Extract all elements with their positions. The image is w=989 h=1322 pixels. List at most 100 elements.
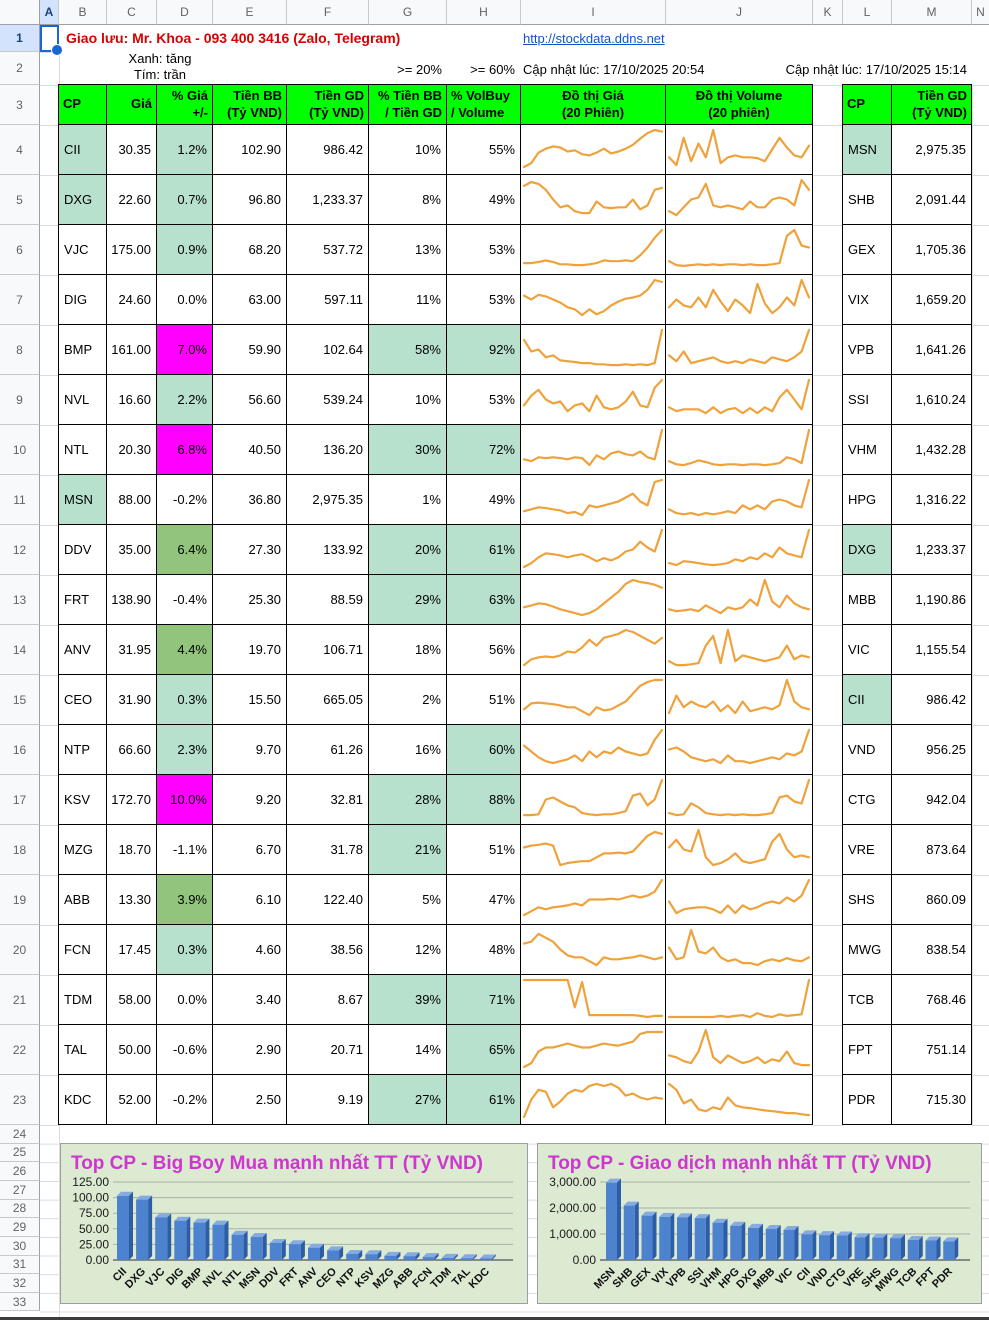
- column-header-K[interactable]: K: [813, 0, 843, 25]
- row-header-18[interactable]: 18: [0, 825, 40, 875]
- stock-table-header-5[interactable]: % Tiền BB / Tiền GD: [369, 85, 447, 125]
- cell-right-gd-TCB[interactable]: 768.46: [892, 975, 972, 1025]
- cell-tiengd-ANV[interactable]: 106.71: [287, 625, 369, 675]
- cell-pct-FCN[interactable]: 0.3%: [157, 925, 213, 975]
- cell-spark-price-CII[interactable]: [521, 125, 666, 175]
- row-header-9[interactable]: 9: [0, 375, 40, 425]
- row-header-16[interactable]: 16: [0, 725, 40, 775]
- stock-table-header-4[interactable]: Tiền GD (Tỷ VND): [287, 85, 369, 125]
- row-header-33[interactable]: 33: [0, 1292, 40, 1312]
- cell-tiengd-BMP[interactable]: 102.64: [287, 325, 369, 375]
- cell-pct-NVL[interactable]: 2.2%: [157, 375, 213, 425]
- cell-right-cp-FPT[interactable]: FPT: [843, 1025, 892, 1075]
- row-header-17[interactable]: 17: [0, 775, 40, 825]
- cell-pctbb-NTL[interactable]: 30%: [369, 425, 447, 475]
- cell-pctvol-DXG[interactable]: 49%: [447, 175, 521, 225]
- cell-tiengd-CII[interactable]: 986.42: [287, 125, 369, 175]
- cell-gia-CII[interactable]: 30.35: [107, 125, 157, 175]
- cell-tiengd-FRT[interactable]: 88.59: [287, 575, 369, 625]
- row-header-7[interactable]: 7: [0, 275, 40, 325]
- cell-cp-FCN[interactable]: FCN: [59, 925, 107, 975]
- row-header-6[interactable]: 6: [0, 225, 40, 275]
- cell-pctbb-TDM[interactable]: 39%: [369, 975, 447, 1025]
- cell-pctvol-DDV[interactable]: 61%: [447, 525, 521, 575]
- cell-spark-vol-KSV[interactable]: [666, 775, 813, 825]
- cell-spark-vol-DDV[interactable]: [666, 525, 813, 575]
- cell-right-cp-GEX[interactable]: GEX: [843, 225, 892, 275]
- cell-pctbb-ABB[interactable]: 5%: [369, 875, 447, 925]
- cell-right-cp-HPG[interactable]: HPG: [843, 475, 892, 525]
- cell-pctbb-NTP[interactable]: 16%: [369, 725, 447, 775]
- cell-gia-ABB[interactable]: 13.30: [107, 875, 157, 925]
- cell-spark-price-NVL[interactable]: [521, 375, 666, 425]
- cell-right-cp-MBB[interactable]: MBB: [843, 575, 892, 625]
- row-header-32[interactable]: 32: [0, 1274, 40, 1293]
- row-header-3[interactable]: 3: [0, 85, 40, 125]
- cell-pct-CII[interactable]: 1.2%: [157, 125, 213, 175]
- row-header-31[interactable]: 31: [0, 1255, 40, 1275]
- cell-right-cp-PDR[interactable]: PDR: [843, 1075, 892, 1125]
- cell-pctvol-ANV[interactable]: 56%: [447, 625, 521, 675]
- cell-cp-VJC[interactable]: VJC: [59, 225, 107, 275]
- cell-right-cp-DXG[interactable]: DXG: [843, 525, 892, 575]
- cell-gia-BMP[interactable]: 161.00: [107, 325, 157, 375]
- row-header-19[interactable]: 19: [0, 875, 40, 925]
- cell-spark-vol-CEO[interactable]: [666, 675, 813, 725]
- cell-spark-price-TAL[interactable]: [521, 1025, 666, 1075]
- cell-pctbb-TAL[interactable]: 14%: [369, 1025, 447, 1075]
- cell-tiengd-TAL[interactable]: 20.71: [287, 1025, 369, 1075]
- cell-spark-price-VJC[interactable]: [521, 225, 666, 275]
- column-header-I[interactable]: I: [521, 0, 666, 25]
- cell-right-cp-VHM[interactable]: VHM: [843, 425, 892, 475]
- row-header-25[interactable]: 25: [0, 1143, 40, 1163]
- cell-spark-vol-CII[interactable]: [666, 125, 813, 175]
- cell-pctbb-KSV[interactable]: 28%: [369, 775, 447, 825]
- cell-tiengd-TDM[interactable]: 8.67: [287, 975, 369, 1025]
- cell-pctbb-NVL[interactable]: 10%: [369, 375, 447, 425]
- cell-right-cp-SSI[interactable]: SSI: [843, 375, 892, 425]
- cell-gia-DDV[interactable]: 35.00: [107, 525, 157, 575]
- cell-right-gd-DXG[interactable]: 1,233.37: [892, 525, 972, 575]
- cell-pctbb-DDV[interactable]: 20%: [369, 525, 447, 575]
- stock-table-header-8[interactable]: Đồ thị Volume (20 phiên): [666, 85, 813, 125]
- cell-cp-ABB[interactable]: ABB: [59, 875, 107, 925]
- cell-gia-VJC[interactable]: 175.00: [107, 225, 157, 275]
- cell-pctvol-ABB[interactable]: 47%: [447, 875, 521, 925]
- cell-cp-KSV[interactable]: KSV: [59, 775, 107, 825]
- cell-tiengd-NVL[interactable]: 539.24: [287, 375, 369, 425]
- row-header-10[interactable]: 10: [0, 425, 40, 475]
- cell-right-gd-FPT[interactable]: 751.14: [892, 1025, 972, 1075]
- cell-right-gd-VHM[interactable]: 1,432.28: [892, 425, 972, 475]
- cell-spark-price-DDV[interactable]: [521, 525, 666, 575]
- cell-right-gd-VRE[interactable]: 873.64: [892, 825, 972, 875]
- cell-gia-CEO[interactable]: 31.90: [107, 675, 157, 725]
- cell-tienbb-ABB[interactable]: 6.10: [213, 875, 287, 925]
- selected-cell-a1[interactable]: [40, 25, 63, 56]
- cell-cp-BMP[interactable]: BMP: [59, 325, 107, 375]
- cell-pctbb-CII[interactable]: 10%: [369, 125, 447, 175]
- column-header-M[interactable]: M: [892, 0, 972, 25]
- cell-gia-DIG[interactable]: 24.60: [107, 275, 157, 325]
- cell-spark-vol-VJC[interactable]: [666, 225, 813, 275]
- column-header-C[interactable]: C: [107, 0, 157, 25]
- stock-table-header-1[interactable]: Giá: [107, 85, 157, 125]
- cell-spark-price-DXG[interactable]: [521, 175, 666, 225]
- cell-spark-vol-MZG[interactable]: [666, 825, 813, 875]
- cell-right-gd-GEX[interactable]: 1,705.36: [892, 225, 972, 275]
- cell-right-cp-MWG[interactable]: MWG: [843, 925, 892, 975]
- stock-table-header-0[interactable]: CP: [59, 85, 107, 125]
- cell-pctbb-CEO[interactable]: 2%: [369, 675, 447, 725]
- cell-pctvol-FCN[interactable]: 48%: [447, 925, 521, 975]
- cell-pct-NTL[interactable]: 6.8%: [157, 425, 213, 475]
- cell-pctvol-NTL[interactable]: 72%: [447, 425, 521, 475]
- cell-spark-vol-BMP[interactable]: [666, 325, 813, 375]
- cell-spark-vol-FRT[interactable]: [666, 575, 813, 625]
- cell-pctvol-KDC[interactable]: 61%: [447, 1075, 521, 1125]
- column-header-B[interactable]: B: [59, 0, 107, 25]
- cell-tiengd-MSN[interactable]: 2,975.35: [287, 475, 369, 525]
- cell-tiengd-FCN[interactable]: 38.56: [287, 925, 369, 975]
- cell-pctvol-CEO[interactable]: 51%: [447, 675, 521, 725]
- cell-pctvol-VJC[interactable]: 53%: [447, 225, 521, 275]
- cell-pctbb-ANV[interactable]: 18%: [369, 625, 447, 675]
- cell-tiengd-NTP[interactable]: 61.26: [287, 725, 369, 775]
